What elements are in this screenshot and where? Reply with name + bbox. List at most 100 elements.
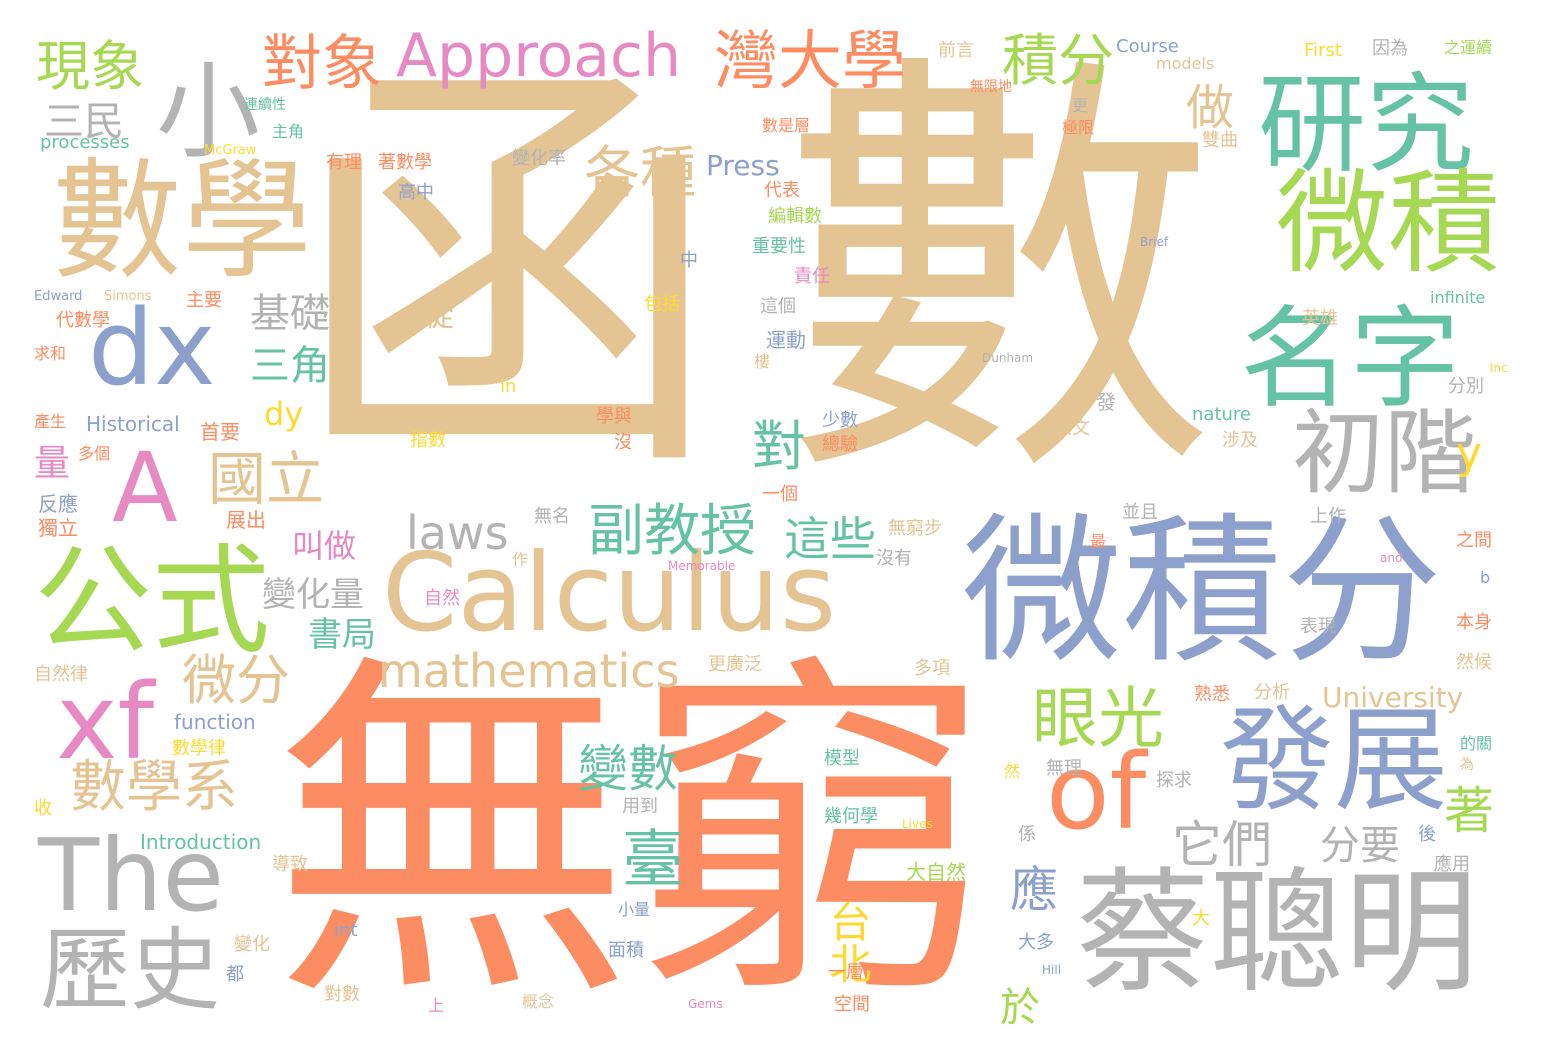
word-fazhan: 發展	[1220, 694, 1449, 827]
word-da: 大	[1192, 908, 1210, 929]
word-yanjiu: 研究	[1258, 63, 1475, 188]
word-jihexue: 幾何學	[824, 806, 878, 827]
word-simons: Simons	[104, 289, 152, 304]
word-zhushuxue: 著數學	[378, 152, 432, 173]
word-lishi: 歷史	[40, 918, 220, 1023]
word-a: A	[112, 432, 178, 544]
word-bingqie: 並且	[1122, 502, 1158, 523]
word-and: and	[1380, 551, 1403, 565]
word-shuxi: 熟悉	[1194, 684, 1230, 705]
word-yongdao: 用到	[622, 796, 658, 817]
word-liang: 量	[34, 443, 71, 484]
word-calculus: Calculus	[382, 531, 837, 656]
word-shuangqu: 雙曲	[1202, 130, 1238, 151]
word-tai: 臺	[611, 826, 684, 888]
word-geng: 更	[1072, 96, 1089, 115]
word-first: First	[1304, 40, 1342, 61]
word-approach: Approach	[396, 21, 682, 91]
word-shuxue: 數學	[52, 145, 313, 297]
word-hou: 後	[1418, 824, 1436, 845]
word-mianji: 面積	[608, 940, 644, 961]
word-infinite: infinite	[1430, 288, 1486, 307]
word-guan: 的關	[1460, 734, 1493, 753]
word-int: int	[334, 920, 358, 941]
word-qiuhe: 求和	[34, 344, 67, 363]
word-liansuxing: 連續性	[244, 97, 286, 113]
word-zhijian: 之間	[1456, 530, 1492, 551]
word-zhongyaoxing: 重要性	[752, 236, 806, 257]
word-gainian: 概念	[522, 992, 555, 1011]
word-lou: 樓	[754, 352, 771, 371]
word-daishuxue: 代數學	[56, 310, 110, 331]
word-zongyan: 總驗	[822, 434, 858, 455]
word-fenbie: 分別	[1448, 376, 1484, 397]
word-fenxi: 分析	[1254, 682, 1290, 703]
word-hill: Hill	[1042, 963, 1062, 977]
word-gengguangfan: 更廣泛	[708, 654, 762, 675]
word-jichu: 基礎	[250, 291, 330, 337]
word-nature: nature	[1192, 404, 1251, 425]
word-youli: 有理	[326, 152, 362, 173]
word-daozhi: 導致	[272, 854, 308, 875]
word-bianhualiang: 變化量	[262, 575, 364, 615]
word-duixiang: 對象	[262, 29, 382, 99]
word-wuqiongdi: 無限地	[970, 79, 1012, 95]
word-wei: 為	[1460, 757, 1474, 773]
word-gongshi: 公式	[34, 532, 271, 670]
word-qianyan: 前言	[938, 40, 974, 61]
word-yingxiong: 英雄	[1302, 308, 1338, 329]
word-ziranlv: 自然律	[34, 664, 88, 685]
word-weifen: 微分	[182, 649, 290, 712]
word-fenyao: 分要	[1320, 823, 1400, 869]
word-zhongjiao: 主角	[272, 122, 305, 141]
word-wuqiong: 無窮	[272, 625, 992, 1044]
word-chujie: 初階	[1292, 400, 1477, 507]
word-zuoc: 作	[512, 550, 529, 569]
word-xianxiang: 現象	[36, 35, 144, 98]
word-processes: processes	[40, 132, 130, 153]
word-zhishu: 指數	[410, 430, 446, 451]
word-b: b	[1480, 568, 1491, 587]
word-xi: 係	[1018, 824, 1036, 845]
word-laws: laws	[406, 506, 509, 560]
word-dou: 都	[226, 964, 244, 985]
word-fanying: 反應	[38, 492, 78, 516]
word-dunham: Dunham	[982, 351, 1034, 365]
word-sheji: 涉及	[1222, 430, 1258, 451]
word-dui: 對	[752, 415, 806, 478]
word-shangzuo: 上作	[1310, 506, 1346, 527]
word-ziran: 自然	[424, 588, 460, 609]
word-benshen: 本身	[1456, 612, 1492, 633]
word-baokuo: 包括	[644, 294, 680, 315]
word-mingzi: 名字	[1240, 295, 1460, 423]
word-zhanchu: 展出	[226, 508, 266, 532]
word-zeren: 責任	[794, 266, 830, 287]
word-the: The	[38, 817, 224, 934]
word-zhege: 這個	[760, 296, 796, 317]
word-cong: 從	[424, 299, 454, 334]
word-zui: 最	[1090, 532, 1107, 551]
word-edward: Edward	[34, 289, 83, 304]
word-models: models	[1156, 54, 1215, 73]
word-daibiao: 代表	[764, 180, 800, 201]
word-wandaxue: 灣大學	[714, 25, 906, 99]
word-wuming: 無名	[534, 506, 570, 527]
word-sanjiao: 三角	[250, 343, 330, 389]
word-memorable: Memorable	[668, 559, 736, 573]
word-shu: 數	[780, 20, 1218, 530]
word-gems: Gems	[688, 997, 723, 1011]
word-shouyao: 首要	[200, 420, 240, 444]
word-guoli: 國立	[208, 445, 325, 513]
word-renwen: 人文	[1054, 418, 1090, 439]
word-shang: 上	[428, 996, 445, 1015]
word-of: of	[1046, 731, 1147, 853]
word-bianhua: 變化	[234, 934, 270, 955]
word-zhe: 著	[1444, 782, 1494, 840]
word-biaoxian: 表現	[1300, 616, 1336, 637]
word-han: 函	[292, 25, 722, 525]
word-moxing: 模型	[824, 748, 860, 769]
word-daziran: 大自然	[906, 860, 966, 884]
word-ran: 然	[1004, 762, 1021, 781]
word-xiaoliang: 小量	[618, 900, 651, 919]
